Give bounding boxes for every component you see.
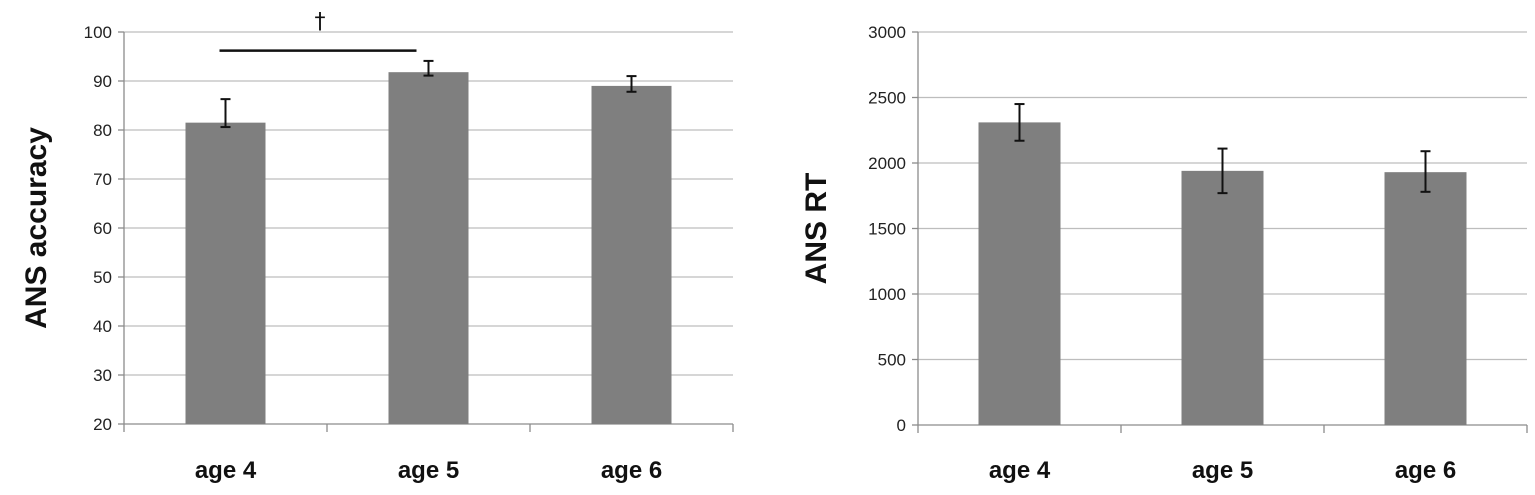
error-bar: [1420, 150, 1431, 193]
y-tick-label: 40: [93, 317, 112, 336]
chart-2: 0 500 1000 1500 2000 2500 3000 age 4 age 5 age 6 A…: [800, 23, 1528, 484]
bar-age-6: [591, 85, 672, 425]
x-category-label: age 5: [1192, 457, 1253, 484]
y-axis-title: ANS RT: [800, 173, 833, 285]
x-category-label: age 4: [195, 457, 257, 484]
x-category-label: age 6: [601, 457, 662, 484]
error-bar: [423, 59, 434, 77]
bar-age-5: [388, 72, 469, 425]
bar-age-4: [978, 122, 1061, 425]
bar-age-4: [185, 122, 266, 425]
y-tick-label: 100: [84, 23, 112, 42]
y-tick-label: 20: [93, 415, 112, 434]
bar-age-6: [1384, 172, 1467, 425]
y-tick-label: 2500: [868, 89, 906, 108]
error-bar: [1014, 103, 1025, 142]
error-bar: [1217, 147, 1228, 195]
y-tick-label: 30: [93, 366, 112, 385]
y-tick-label: 2000: [868, 154, 906, 173]
x-category-label: age 6: [1395, 457, 1456, 484]
y-tick-label: 500: [878, 351, 906, 370]
y-tick-label: 3000: [868, 23, 906, 42]
error-bar: [220, 98, 231, 129]
y-tick-label: 1500: [868, 220, 906, 239]
y-tick-label: 50: [93, 268, 112, 287]
significance-annotation: †: [219, 10, 417, 52]
y-tick-label: 90: [93, 72, 112, 91]
bar-age-5: [1181, 170, 1264, 425]
x-category-label: age 4: [989, 457, 1051, 484]
y-tick-label: 1000: [868, 285, 906, 304]
y-axis-title: ANS accuracy: [20, 127, 53, 329]
x-category-label: age 5: [398, 457, 459, 484]
y-tick-label: 80: [93, 121, 112, 140]
y-tick-label: 70: [93, 170, 112, 189]
chart-1: 20 30 40 50 60 70 80 90 100 age 4 age 5 age 6 ANS ac…: [20, 10, 734, 484]
y-tick-label: 0: [897, 416, 906, 435]
y-tick-label: 60: [93, 219, 112, 238]
error-bar: [626, 75, 637, 93]
significance-mark: †: [315, 10, 326, 35]
